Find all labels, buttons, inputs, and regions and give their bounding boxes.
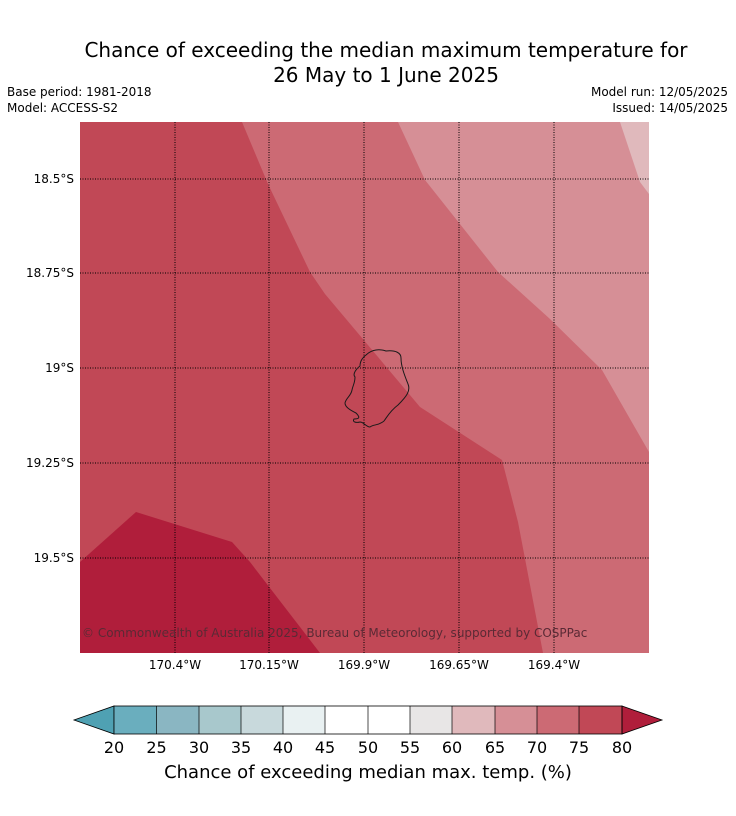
colorbar-under-arrow (72, 705, 115, 735)
issued-date: Issued: 14/05/2025 (612, 101, 728, 115)
colorbar-over-arrow (621, 705, 664, 735)
colorbar-bin-40-45 (283, 706, 325, 734)
colorbar-tick-35: 35 (230, 738, 252, 757)
band-65-70 (398, 122, 649, 452)
colorbar-bin-50-55 (368, 706, 410, 734)
colorbar-label: Chance of exceeding median max. temp. (%… (164, 762, 572, 783)
colorbar-bin-55-60 (410, 706, 452, 734)
lat-label-18-75: 18.75°S (26, 266, 74, 280)
colorbar-tick-45: 45 (314, 738, 336, 757)
grid-lines (80, 122, 649, 653)
lon-label-169-4: 169.4°W (527, 658, 581, 672)
band-60-65 (620, 122, 649, 194)
colorbar-bin-60-65 (452, 706, 495, 734)
meta-right: Model run: 12/05/2025 Issued: 14/05/2025 (591, 84, 728, 116)
band-80-plus (80, 512, 320, 653)
colorbar-bin-35-40 (241, 706, 283, 734)
colorbar-tick-70: 70 (526, 738, 548, 757)
colorbar-bin-25-30 (156, 706, 199, 734)
base-period: Base period: 1981-2018 (7, 85, 152, 99)
lat-label-19: 19°S (45, 361, 74, 375)
colorbar-bin-20-25 (114, 706, 157, 734)
lat-label-19-5: 19.5°S (33, 551, 74, 565)
colorbar-tick-40: 40 (272, 738, 294, 757)
colorbar-tick-25: 25 (146, 738, 167, 757)
colorbar-bin-75-80 (579, 706, 622, 734)
copyright-notice: © Commonwealth of Australia 2025, Bureau… (82, 626, 588, 640)
niue-island-outline (344, 349, 410, 428)
map-title: Chance of exceeding the median maximum t… (0, 38, 736, 88)
colorbar-bin-30-35 (199, 706, 241, 734)
colorbar-tick-55: 55 (399, 738, 421, 757)
lon-label-170-15: 170.15°W (239, 658, 299, 672)
model-name: Model: ACCESS-S2 (7, 101, 119, 115)
map-panel (80, 122, 649, 653)
colorbar-tick-75: 75 (568, 738, 590, 757)
title-line-2: 26 May to 1 June 2025 (273, 63, 499, 87)
colorbar (72, 705, 664, 735)
colorbar-tick-30: 30 (188, 738, 210, 757)
colorbar-tick-20: 20 (103, 738, 125, 757)
colorbar-tick-80: 80 (611, 738, 633, 757)
colorbar-frame (113, 705, 623, 735)
colorbar-bin-65-70 (495, 706, 537, 734)
lat-label-18-5: 18.5°S (33, 172, 74, 186)
colorbar-dividers (156, 706, 580, 734)
colorbar-tick-65: 65 (484, 738, 506, 757)
lon-label-169-9: 169.9°W (337, 658, 391, 672)
colorbar-tick-50: 50 (357, 738, 379, 757)
title-line-1: Chance of exceeding the median maximum t… (84, 38, 688, 62)
colorbar-bin-45-50 (325, 706, 368, 734)
meta-left: Base period: 1981-2018 Model: ACCESS-S2 (7, 84, 152, 116)
lon-label-169-65: 169.65°W (429, 658, 489, 672)
lat-label-19-25: 19.25°S (26, 456, 74, 470)
model-run-date: Model run: 12/05/2025 (590, 85, 728, 99)
lon-label-170-4: 170.4°W (148, 658, 202, 672)
colorbar-tick-60: 60 (441, 738, 463, 757)
colorbar-bin-70-75 (537, 706, 579, 734)
